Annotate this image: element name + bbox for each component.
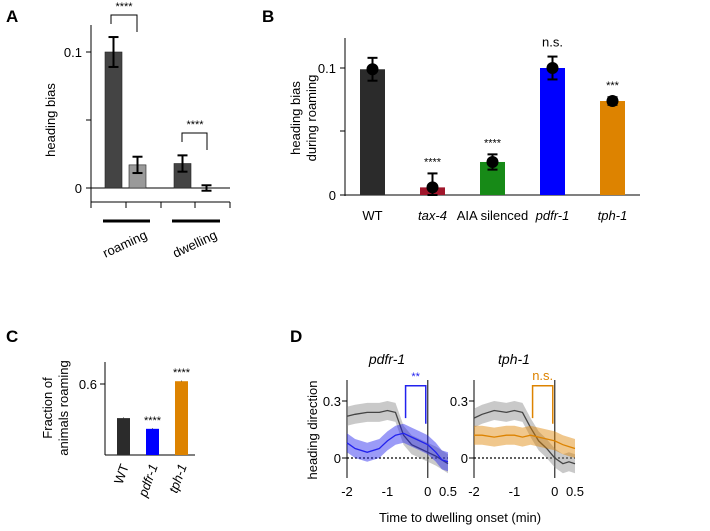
d-wt-trace: [346, 409, 449, 465]
b-xlabel: WT: [362, 208, 382, 223]
c-xlabel: WT: [111, 462, 132, 486]
d-xtick-label: -1: [509, 484, 521, 499]
d-ylabel: heading direction: [305, 380, 320, 479]
d-xlabel: Time to dwelling onset (min): [379, 510, 541, 525]
d-ytick-label: 0: [461, 451, 468, 466]
d-mutant-band: [474, 425, 575, 458]
c-bar: [117, 418, 130, 455]
d-ytick-label: 0.3: [450, 394, 468, 409]
d-sig-bracket: [531, 385, 554, 424]
b-mean-dot: [426, 181, 439, 194]
d-mutant-trace: [474, 434, 576, 450]
b-bar: [540, 68, 565, 195]
b-mean-dot: [366, 63, 379, 76]
d-ytick-label: 0.3: [323, 394, 341, 409]
d-subplot-title: tph-1: [498, 351, 530, 367]
b-mean-dot: [606, 95, 619, 108]
d-wt-trace: [473, 409, 576, 465]
b-xlabel: tax-4: [418, 208, 447, 223]
a-sig-bracket: [110, 14, 138, 32]
b-sig-label: n.s.: [542, 35, 563, 50]
c-xlabel: tph-1: [166, 462, 190, 495]
c-ylabel: animals roaming: [56, 360, 71, 455]
b-xlabel: AIA silenced: [457, 208, 529, 223]
d-sig-label: **: [411, 371, 420, 383]
d-mutant-trace: [346, 432, 449, 463]
a-xlabel-dwelling: dwelling: [170, 227, 219, 260]
b-xlabel: tph-1: [598, 208, 628, 223]
b-ylabel: during roaming: [304, 75, 319, 162]
panel-label-b: B: [262, 7, 274, 26]
d-xtick-label: -1: [382, 484, 394, 499]
b-sig-label: ****: [484, 137, 502, 149]
b-ylabel: heading bias: [288, 81, 303, 155]
a-bar: [104, 51, 123, 189]
d-xtick-label: 0: [551, 484, 558, 499]
d-ytick-label: 0: [334, 451, 341, 466]
d-xtick-label: 0.5: [439, 484, 457, 499]
d-sig-bracket: [404, 385, 427, 424]
b-sig-label: ****: [424, 156, 442, 168]
b-sig-label: ***: [606, 80, 620, 92]
d-subplot-title: pdfr-1: [368, 351, 405, 367]
b-bar: [360, 69, 385, 195]
a-xlabel-roaming: roaming: [100, 227, 149, 260]
a-ytick-label: 0: [75, 181, 82, 196]
a-sig-label: ****: [186, 119, 204, 131]
b-mean-dot: [486, 155, 499, 168]
c-bar: [175, 381, 188, 455]
d-xtick-label: -2: [341, 484, 353, 499]
a-ytick-label: 0.1: [64, 45, 82, 60]
b-xlabel: pdfr-1: [535, 208, 570, 223]
d-wt-band: [474, 401, 575, 474]
c-sig-label: ****: [173, 367, 191, 379]
a-ylabel: heading bias: [43, 83, 58, 157]
a-sig-bracket: [181, 132, 208, 150]
d-mutant-band: [347, 423, 448, 472]
c-ytick-label: 0.6: [79, 377, 97, 392]
panel-label-d: D: [290, 327, 302, 346]
d-wt-band: [347, 401, 448, 474]
c-bar: [146, 428, 159, 455]
panel-label-a: A: [6, 7, 18, 26]
d-sig-label: n.s.: [532, 368, 553, 383]
d-xtick-label: -2: [468, 484, 480, 499]
b-bar: [600, 101, 625, 195]
a-sig-label: ****: [115, 1, 133, 13]
b-mean-dot: [546, 62, 559, 74]
b-ytick-label: 0.1: [318, 61, 336, 76]
panel-label-c: C: [6, 327, 18, 346]
d-xtick-label: 0.5: [566, 484, 584, 499]
c-ylabel: Fraction of: [40, 377, 55, 439]
c-sig-label: ****: [144, 415, 162, 427]
c-xlabel: pdfr-1: [135, 462, 161, 500]
d-xtick-label: 0: [424, 484, 431, 499]
b-ytick-label: 0: [329, 188, 336, 203]
